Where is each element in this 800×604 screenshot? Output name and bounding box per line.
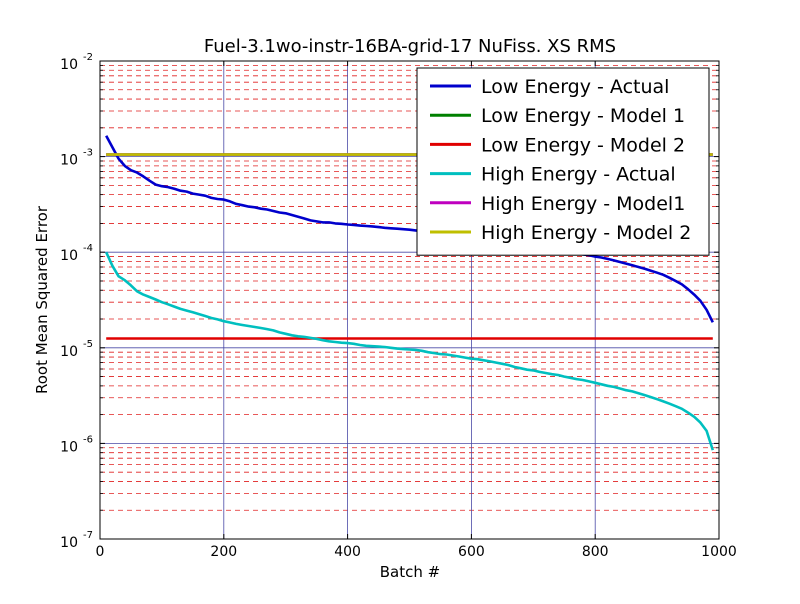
legend: Low Energy - Actual Low Energy - Model 1 L… [416,67,710,256]
y-tick-label: 10 [60,535,78,551]
y-tick-label: 10 [60,248,78,264]
legend-box [416,67,710,256]
x-tick-label: 0 [96,544,105,560]
series-line-high-energy-actual [105,251,715,451]
y-tick-label-exponent: -5 [83,339,93,350]
y-tick-label-exponent: -4 [83,243,93,254]
x-tick-label: 600 [458,544,485,560]
legend-label: High Energy - Model1 [481,193,685,215]
x-tick-label: 200 [210,544,237,560]
x-tick-label: 400 [334,544,361,560]
y-tick-label-exponent: -2 [83,52,93,63]
chart-title: Fuel-3.1wo-instr-16BA-grid-17 NuFiss. XS… [204,36,616,57]
legend-label: High Energy - Actual [481,164,676,186]
legend-label: Low Energy - Model 1 [481,105,685,127]
y-tick-label: 10 [60,153,78,169]
y-tick-label-exponent: -7 [83,530,93,541]
y-axis-label: Root Mean Squared Error [33,205,51,394]
legend-label: High Energy - Model 2 [481,222,691,244]
x-tick-label: 800 [582,544,609,560]
legend-label: Low Energy - Model 2 [481,134,685,156]
x-tick-label: 1000 [701,544,737,560]
y-tick-label-exponent: -3 [83,148,93,159]
y-tick-label: 10 [60,344,78,360]
legend-label: Low Energy - Actual [481,76,669,98]
y-tick-label: 10 [60,57,78,73]
series-line-low-energy-actual [105,135,714,323]
y-tick-label: 10 [60,439,78,455]
x-axis-label: Batch # [380,563,440,581]
y-tick-label-exponent: -6 [83,434,93,445]
plot-frame [99,60,720,540]
